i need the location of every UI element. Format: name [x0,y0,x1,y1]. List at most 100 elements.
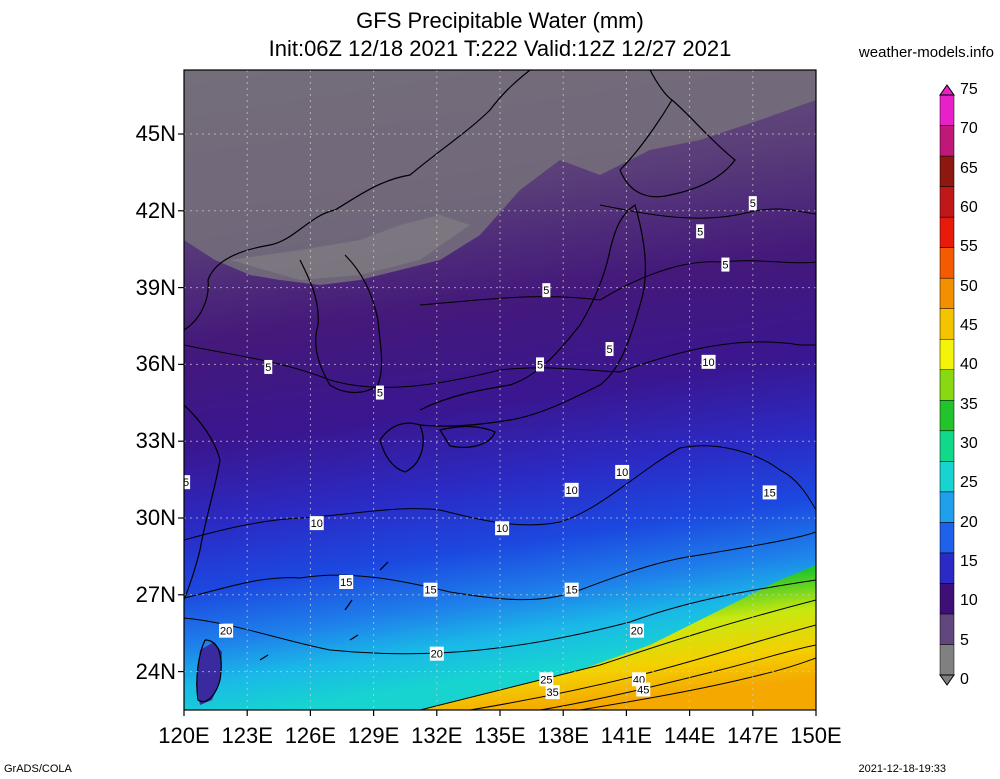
contour-label: 10 [495,521,510,536]
colorbar-tick-label: 25 [960,474,978,492]
svg-text:5: 5 [265,362,271,374]
colorbar-swatch [939,155,955,187]
lon-tick-label: 120E [158,723,210,748]
colorbar-swatch [939,613,955,645]
contour-label: 20 [219,623,234,638]
coastlines [184,70,736,703]
coastline-korea [299,254,383,394]
svg-text:5: 5 [750,198,756,210]
gray-dry-region [184,70,816,285]
svg-text:5: 5 [537,359,543,371]
svg-text:5: 5 [543,285,549,297]
colorbar-swatch [939,491,955,523]
contour-label: 45 [636,682,651,697]
colorbar-swatch [939,461,955,493]
svg-text:10: 10 [616,467,628,479]
contour-label: 20 [429,646,444,661]
svg-text:20: 20 [431,649,443,661]
colorbar-tick-label: 35 [960,395,978,413]
coastline-ryukyu [259,561,389,661]
colorbar-swatch [939,430,955,462]
lat-tick-label: 42N [135,197,176,223]
lat-tick-label: 27N [135,581,176,607]
svg-text:25: 25 [540,674,552,686]
contour-label: 15 [564,582,579,597]
contour-label: 5 [696,224,705,239]
subtropical-moist-region [420,565,816,710]
colorbar-bottom-arrow [939,674,955,686]
lon-tick-label: 135E [474,723,526,748]
lon-tick-label: 138E [537,723,589,748]
lon-tick-label: 129E [347,723,400,748]
colorbar-tick-label: 60 [960,199,978,216]
coastline-sakhalin [649,70,673,101]
contour-label: 10 [564,482,579,497]
contour-label: 5 [264,359,273,374]
colorbar-tick-label: 15 [960,553,978,570]
svg-text:15: 15 [424,585,436,597]
footer-timestamp: 2021-12-18-19:33 [858,763,946,775]
colorbar-tick-label: 0 [960,671,969,688]
colorbar-swatch [939,125,955,157]
lon-tick-label: 144E [663,723,716,748]
svg-text:35: 35 [547,687,559,699]
colorbar-swatch [939,247,955,279]
contour-15 [184,531,816,601]
colorbar-swatch [939,277,955,309]
lon-tick-label: 150E [790,723,842,748]
lat-tick-label: 36N [135,351,176,377]
colorbar-tick-label: 40 [960,356,978,374]
contour-label: 5 [184,475,191,490]
coastline-shikoku [439,425,496,448]
taiwan-dry-pocket [196,642,222,705]
svg-text:15: 15 [340,577,352,589]
lat-tick-label: 39N [135,274,176,300]
lon-tick-label: 147E [727,723,779,748]
svg-text:5: 5 [722,260,728,272]
map-title: GFS Precipitable Water (mm) [356,8,644,33]
contour-label: 5 [542,283,551,298]
very-dry-korea-region [230,215,470,280]
svg-text:5: 5 [377,388,383,400]
colorbar-tick-label: 50 [960,277,978,295]
colorbar-swatch [939,94,955,126]
colorbar-swatch [939,308,955,340]
lat-tick-label: 24N [135,658,176,684]
colorbar-swatch [939,644,955,676]
contour-label: 5 [605,342,614,357]
contour-label: 10 [309,516,324,531]
svg-text:45: 45 [637,685,649,697]
contour-label: 5 [375,385,384,400]
svg-text:10: 10 [496,523,508,535]
colorbar-tick-label: 45 [960,317,978,334]
contour-label: 5 [536,357,545,372]
svg-text:5: 5 [697,226,703,238]
svg-text:5: 5 [606,344,612,356]
contour-label: 5 [721,257,730,272]
lon-tick-label: 141E [600,723,653,748]
axis-ticks [178,133,817,716]
colorbar-swatch [939,522,955,554]
lon-tick-label: 123E [221,723,273,748]
contour-label: 10 [701,354,716,369]
colorbar-tick-label: 10 [960,592,978,610]
colorbar [939,84,955,686]
colorbar-swatch [939,186,955,218]
colorbar-tick-label: 30 [960,435,978,452]
lat-lon-grid [184,70,816,710]
lat-tick-label: 45N [135,121,176,146]
colorbar-tick-label: 5 [960,631,969,649]
colorbar-tick-label: 55 [960,238,978,256]
colorbar-top-arrow [939,84,955,96]
colorbar-swatch [939,369,955,401]
site-credit: weather-models.info [858,44,994,61]
contour-20 [184,579,816,655]
contour-40 [539,644,816,710]
colorbar-tick-label: 20 [960,513,978,531]
contour-5-mid [419,260,816,306]
coastline-honshu [419,204,647,427]
contour-label: 35 [545,685,560,700]
contour-label: 20 [629,623,644,638]
